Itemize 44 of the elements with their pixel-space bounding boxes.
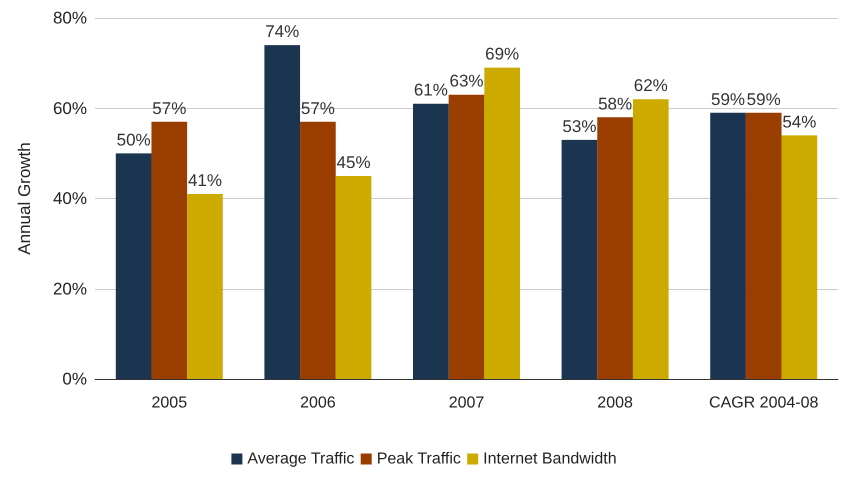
data-label: 69% (485, 44, 520, 64)
data-label: 59% (746, 90, 781, 109)
bar (413, 104, 449, 379)
bar (151, 122, 188, 379)
data-label: 62% (634, 76, 668, 96)
bar (782, 135, 818, 379)
data-label: 74% (265, 22, 300, 42)
bar (336, 176, 372, 379)
bar (116, 153, 152, 379)
x-tick-label: CAGR 2004-08 (709, 394, 818, 412)
y-tick-label: 20% (52, 279, 87, 298)
legend-label: Peak Traffic (376, 450, 461, 468)
data-label: 45% (336, 152, 371, 172)
data-label: 50% (116, 130, 151, 150)
legend-label: Internet Bandwidth (483, 450, 617, 468)
data-label: 59% (711, 90, 746, 109)
bar (746, 112, 782, 379)
x-tick-label: 2007 (448, 394, 484, 412)
bar (562, 140, 598, 379)
y-axis-title: Annual Growth (15, 142, 34, 255)
bar (187, 194, 223, 379)
bar (710, 112, 746, 379)
y-tick-label: 0% (62, 370, 87, 388)
data-label: 53% (562, 116, 596, 136)
x-tick-label: 2008 (597, 394, 633, 412)
y-tick-label: 60% (52, 98, 87, 118)
bar (632, 99, 669, 379)
bar (597, 117, 633, 379)
data-label: 58% (598, 94, 632, 114)
data-label: 63% (449, 72, 484, 91)
data-label: 41% (188, 170, 222, 190)
y-tick-label: 40% (52, 189, 87, 208)
bar (300, 122, 336, 379)
x-tick-label: 2006 (300, 394, 336, 412)
bar (448, 94, 484, 379)
legend-label: Average Traffic (247, 450, 354, 468)
bar (484, 68, 520, 379)
y-tick-label: 80% (52, 8, 87, 28)
x-tick-label: 2005 (152, 394, 188, 412)
data-label: 57% (300, 98, 335, 118)
data-label: 57% (152, 98, 186, 118)
data-label: 54% (782, 112, 816, 132)
bar (264, 45, 300, 379)
data-label: 61% (414, 80, 448, 100)
